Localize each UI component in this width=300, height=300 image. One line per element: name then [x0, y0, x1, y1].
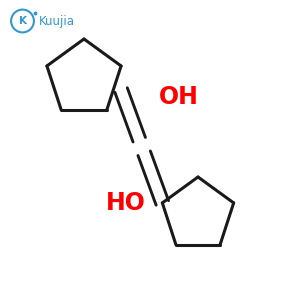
Text: K: K [19, 16, 26, 26]
Text: OH: OH [159, 85, 199, 109]
Text: HO: HO [106, 190, 146, 214]
Text: Kuujia: Kuujia [39, 14, 75, 28]
